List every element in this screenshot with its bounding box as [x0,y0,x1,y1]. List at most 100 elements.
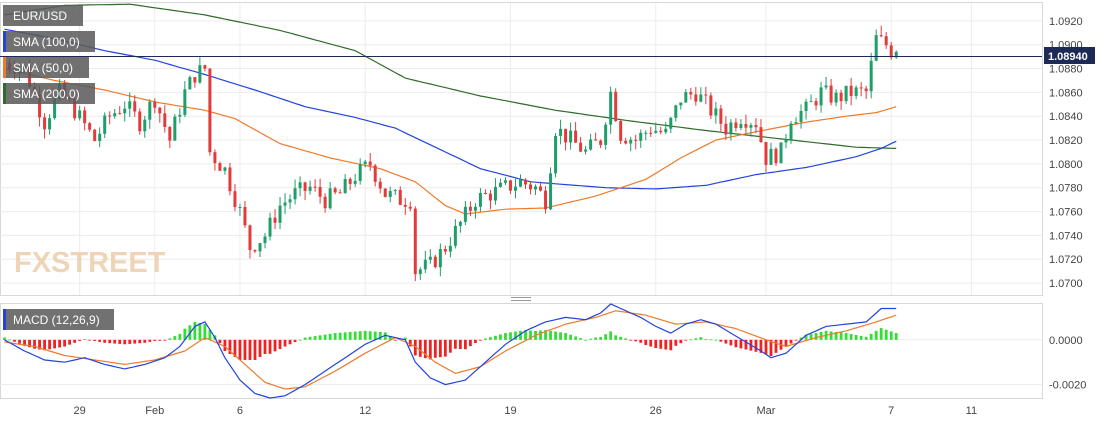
candle-body [574,130,578,143]
candle-body [579,142,583,152]
macd-histogram-bar [93,339,97,341]
macd-line-layer [4,303,897,399]
sma200-line [4,3,897,149]
candle-body [258,243,262,252]
candle-body [674,105,678,118]
macd-histogram-bar [554,331,557,340]
candle-body [398,190,402,205]
candle-body [513,186,517,191]
macd-histogram-bar [273,339,277,352]
macd-histogram-bar [263,339,267,354]
symbol-legend-box [3,5,83,26]
candle-body [539,186,543,191]
macd-histogram-bar [3,337,6,340]
macd-histogram-bar [8,339,11,341]
macd-histogram-bar [278,339,282,349]
macd-histogram-bar [624,338,628,340]
macd-histogram-bar [423,339,427,359]
candle-body [714,108,718,116]
candle-body [639,132,643,141]
time-tick-label: Mar [756,405,775,417]
macd-histogram-bar [358,331,362,340]
candle-body [253,250,257,252]
macd-signal-layer [4,310,897,390]
macd-histogram-bar [604,334,608,340]
pane-resize-handle[interactable] [511,297,531,301]
legend-sma200[interactable]: SMA (200,0) [3,83,95,104]
macd-histogram-bar [163,339,167,341]
candle-body [473,206,477,211]
macd-histogram-bar [108,339,112,344]
macd-histogram-bar [293,339,297,343]
candle-body [263,236,267,244]
macd-histogram-bar [564,333,567,340]
macd-histogram-bar [809,333,813,340]
candle-body [624,140,628,144]
candle-body [498,182,502,187]
macd-histogram-bar [714,339,718,341]
macd-histogram-bar [789,339,793,344]
candle-body [809,101,813,103]
candle-body [493,186,497,201]
candle-body [604,124,608,145]
candle-body [549,173,553,210]
macd-histogram-bar [794,339,798,341]
macd-histogram-bar [233,339,237,357]
macd-line [4,303,897,399]
macd-histogram-bar [589,338,593,340]
candle-body [438,249,442,268]
time-axis: 29 Feb 6 12 19 26 Mar 7 11 [74,405,978,417]
candle-body [403,204,407,207]
macd-histogram-bar [864,336,868,340]
candle-body [884,36,888,46]
macd-histogram-bar [484,338,487,340]
legend-sma200-label: SMA (200,0) [13,87,80,101]
macd-histogram-bar [168,338,172,340]
candle-body [744,124,748,128]
candle-body [719,108,723,124]
macd-histogram-bar [869,333,873,340]
candle-body [879,35,883,37]
macd-histogram-bar [474,339,477,343]
macd-histogram-bar [143,339,147,343]
candle-body [333,188,337,193]
candle-body [694,94,698,102]
legend-sma100[interactable]: SMA (100,0) [3,31,95,52]
candle-body [839,92,843,102]
macd-histogram-bar [133,339,137,344]
candle-body [684,92,688,103]
candle-body [348,178,352,184]
candle-body [53,99,57,119]
macd-histogram-bar [634,339,638,342]
candle-body [664,128,668,133]
candle-body [609,91,613,125]
candle-body [458,221,462,226]
symbol-legend[interactable]: EUR/USD [3,5,83,26]
macd-histogram-bar [814,333,818,340]
macd-histogram-bar [879,328,883,340]
legend-sma200-box [3,83,95,104]
candle-body [749,125,753,128]
legend-sma50[interactable]: SMA (50,0) [3,57,89,78]
legend-sma100-swatch [3,31,6,52]
candle-body [564,128,568,143]
macd-histogram-bar [88,339,92,341]
macd-histogram-bar [874,330,878,340]
candle-body [363,161,367,165]
price-tick-label: 1.0860 [1049,87,1083,99]
macd-histogram-bar [13,339,16,342]
candle-body [889,45,893,58]
macd-histogram-bar [704,339,708,340]
macd-legend[interactable]: MACD (12,26,9) [3,309,114,330]
candle-body [689,92,693,95]
macd-histogram-bar [759,339,763,353]
candle-body [739,124,743,128]
candle-body [784,139,788,143]
macd-histogram-bar [559,332,562,340]
macd-histogram-bar [829,331,833,340]
candle-body [428,256,432,260]
macd-histogram-bar [443,339,447,357]
candle-body [138,111,142,132]
candle-body [83,110,87,124]
